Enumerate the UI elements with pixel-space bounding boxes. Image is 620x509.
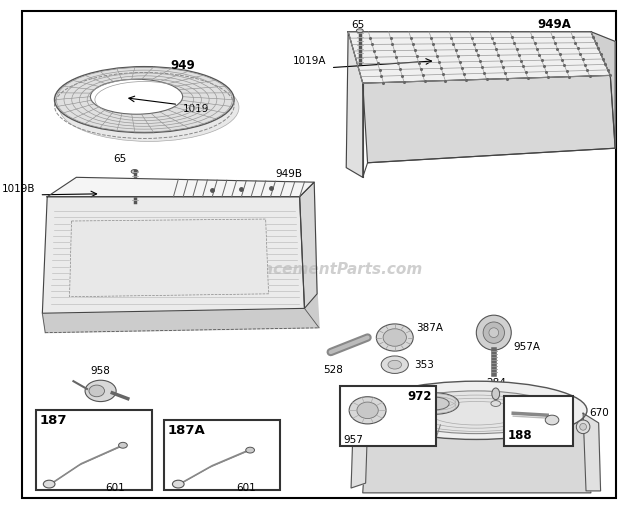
Ellipse shape [545, 415, 559, 425]
Ellipse shape [356, 29, 363, 33]
Bar [503, 396, 574, 446]
Polygon shape [348, 32, 610, 83]
Ellipse shape [85, 380, 116, 402]
Ellipse shape [131, 169, 138, 174]
Ellipse shape [422, 397, 449, 410]
Ellipse shape [376, 324, 413, 351]
Ellipse shape [492, 388, 500, 400]
Ellipse shape [91, 79, 183, 114]
Text: 65: 65 [352, 20, 365, 30]
Text: 353: 353 [414, 360, 434, 370]
Ellipse shape [491, 401, 500, 406]
Ellipse shape [55, 67, 234, 133]
Polygon shape [583, 413, 601, 491]
Ellipse shape [383, 329, 407, 346]
Text: 958: 958 [91, 366, 110, 377]
Ellipse shape [172, 480, 184, 488]
Ellipse shape [89, 385, 105, 397]
Text: 187A: 187A [167, 424, 205, 437]
Ellipse shape [357, 402, 378, 418]
Polygon shape [42, 294, 319, 333]
Text: 528: 528 [324, 364, 343, 375]
Bar [340, 386, 435, 446]
Text: 188: 188 [507, 430, 532, 442]
Text: 949B: 949B [275, 169, 303, 179]
Polygon shape [69, 219, 268, 297]
Ellipse shape [580, 423, 587, 430]
Ellipse shape [118, 442, 127, 448]
Text: 1019A: 1019A [293, 56, 327, 66]
Text: 1019: 1019 [183, 104, 210, 115]
Bar [164, 420, 280, 490]
Ellipse shape [476, 315, 512, 350]
Ellipse shape [246, 447, 254, 453]
Polygon shape [363, 75, 615, 163]
Text: 670: 670 [589, 408, 609, 418]
Text: 957: 957 [343, 435, 363, 444]
Ellipse shape [412, 393, 459, 414]
Ellipse shape [43, 480, 55, 488]
Polygon shape [346, 32, 363, 177]
Ellipse shape [391, 391, 561, 434]
Text: 387A: 387A [416, 323, 443, 333]
Text: 949: 949 [170, 59, 195, 72]
Text: 972: 972 [407, 390, 432, 403]
Polygon shape [351, 425, 368, 488]
Ellipse shape [381, 356, 409, 374]
Ellipse shape [577, 420, 590, 434]
Polygon shape [591, 32, 615, 148]
Text: 601: 601 [105, 483, 125, 493]
Polygon shape [299, 182, 317, 308]
Text: 1019B: 1019B [2, 184, 35, 194]
Ellipse shape [489, 328, 498, 337]
Text: 284: 284 [486, 378, 506, 388]
Ellipse shape [60, 73, 239, 142]
Ellipse shape [366, 381, 587, 439]
Polygon shape [363, 410, 591, 493]
Text: 949A: 949A [538, 18, 572, 32]
Ellipse shape [388, 360, 402, 369]
Ellipse shape [483, 322, 505, 344]
Ellipse shape [349, 397, 386, 424]
Text: 957A: 957A [513, 342, 540, 352]
Text: eReplacementParts.com: eReplacementParts.com [215, 262, 423, 277]
Polygon shape [47, 177, 314, 197]
Text: 187: 187 [40, 414, 67, 427]
Polygon shape [42, 197, 304, 313]
Text: 601: 601 [236, 483, 256, 493]
Bar [35, 410, 152, 490]
Text: 65: 65 [113, 154, 127, 164]
